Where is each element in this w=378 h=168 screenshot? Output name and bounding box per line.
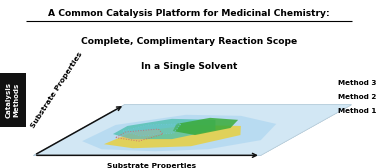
Polygon shape bbox=[34, 105, 352, 155]
Bar bbox=[0, 73, 26, 127]
Polygon shape bbox=[123, 124, 181, 136]
Text: Method 3: Method 3 bbox=[338, 80, 376, 86]
Polygon shape bbox=[113, 119, 215, 139]
Text: In a Single Solvent: In a Single Solvent bbox=[141, 62, 237, 71]
Polygon shape bbox=[33, 105, 351, 156]
Polygon shape bbox=[173, 118, 238, 135]
Text: Substrate Properties: Substrate Properties bbox=[107, 163, 196, 168]
Text: Substrate Properties: Substrate Properties bbox=[30, 51, 84, 129]
Polygon shape bbox=[34, 105, 352, 155]
Polygon shape bbox=[104, 125, 241, 148]
Polygon shape bbox=[34, 105, 351, 155]
Text: Catalysis
Methods: Catalysis Methods bbox=[6, 82, 20, 118]
Polygon shape bbox=[116, 129, 163, 141]
Text: Method 2: Method 2 bbox=[338, 94, 376, 100]
Polygon shape bbox=[82, 115, 276, 151]
Text: Complete, Complimentary Reaction Scope: Complete, Complimentary Reaction Scope bbox=[81, 37, 297, 46]
Text: Method 1: Method 1 bbox=[338, 108, 376, 114]
Text: A Common Catalysis Platform for Medicinal Chemistry:: A Common Catalysis Platform for Medicina… bbox=[48, 9, 330, 18]
